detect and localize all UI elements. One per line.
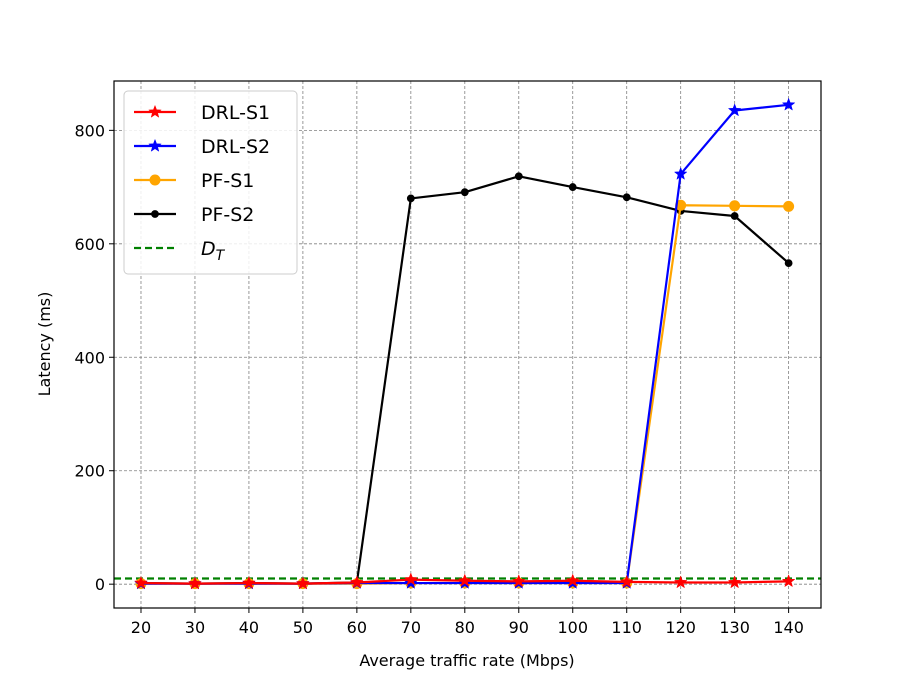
y-tick-label: 600 bbox=[74, 235, 105, 254]
legend-entry-pf-s2: PF-S2 bbox=[134, 204, 254, 226]
data-point-drl-s2 bbox=[727, 103, 742, 117]
legend-entry-drl-s1: DRL-S1 bbox=[134, 102, 270, 124]
data-point-drl-s2 bbox=[673, 166, 688, 180]
x-tick-label: 130 bbox=[719, 618, 750, 637]
series-drl-s1 bbox=[134, 572, 796, 590]
legend-entry-drl-s2: DRL-S2 bbox=[134, 136, 270, 158]
data-point-drl-s1 bbox=[188, 576, 202, 590]
data-point-drl-s1 bbox=[457, 573, 472, 587]
legend-label: DT bbox=[201, 238, 226, 264]
x-tick-label: 80 bbox=[455, 618, 475, 637]
data-point-pf-s2 bbox=[730, 212, 739, 220]
x-tick-label: 70 bbox=[401, 618, 421, 637]
data-point-drl-s1 bbox=[350, 575, 364, 589]
data-point-drl-s1 bbox=[134, 575, 148, 589]
x-tick-label: 50 bbox=[293, 618, 313, 637]
data-point-drl-s2 bbox=[781, 97, 796, 111]
data-point-pf-s2 bbox=[460, 188, 469, 197]
data-point-drl-s1 bbox=[511, 574, 526, 588]
data-point-pf-s2 bbox=[622, 193, 631, 202]
legend-entry-d: DT bbox=[134, 238, 226, 264]
x-tick-label: 110 bbox=[611, 618, 642, 637]
y-tick-label: 0 bbox=[95, 575, 105, 594]
x-tick-label: 20 bbox=[131, 618, 151, 637]
data-point-pf-s1 bbox=[729, 200, 741, 212]
data-point-pf-s2 bbox=[784, 259, 793, 267]
y-tick-label: 800 bbox=[74, 121, 105, 140]
x-tick-label: 40 bbox=[239, 618, 259, 637]
y-axis-label: Latency (ms) bbox=[35, 292, 54, 397]
x-tick-label: 120 bbox=[665, 618, 696, 637]
plot-frame bbox=[113, 80, 822, 609]
data-series bbox=[114, 97, 821, 590]
y-tick-label: 200 bbox=[74, 462, 105, 481]
data-point-drl-s1 bbox=[296, 576, 310, 590]
data-point-drl-s1 bbox=[242, 575, 256, 589]
data-point-drl-s1 bbox=[403, 572, 418, 586]
data-point-pf-s2 bbox=[406, 194, 415, 203]
y-axis-ticks: 0 200 400 600 800 bbox=[74, 121, 114, 594]
data-point-drl-s1 bbox=[673, 575, 688, 589]
legend-label: DRL-S2 bbox=[201, 136, 270, 158]
legend-label: PF-S2 bbox=[201, 204, 254, 226]
legend-box bbox=[123, 90, 298, 275]
legend: DRL-S1 DRL-S2 PF-S1 PF-S2 DT bbox=[123, 90, 298, 275]
data-point-pf-s1 bbox=[783, 200, 795, 212]
data-point-pf-s2 bbox=[514, 172, 523, 181]
legend-marker bbox=[148, 138, 162, 152]
x-axis-label: Average traffic rate (Mbps) bbox=[359, 651, 574, 670]
x-tick-label: 60 bbox=[347, 618, 367, 637]
data-point-drl-s1 bbox=[727, 575, 742, 589]
legend-entry-pf-s1: PF-S1 bbox=[134, 170, 254, 192]
x-tick-label: 90 bbox=[509, 618, 529, 637]
data-point-drl-s1 bbox=[619, 574, 634, 588]
data-point-drl-s1 bbox=[565, 573, 580, 587]
legend-marker bbox=[149, 174, 161, 186]
legend-label: DRL-S1 bbox=[201, 102, 270, 124]
x-tick-label: 100 bbox=[557, 618, 588, 637]
data-point-drl-s1 bbox=[781, 574, 796, 588]
data-point-pf-s2 bbox=[568, 183, 577, 191]
x-tick-label: 30 bbox=[185, 618, 205, 637]
legend-marker bbox=[151, 210, 159, 218]
x-tick-label: 140 bbox=[773, 618, 804, 637]
legend-marker bbox=[148, 104, 162, 118]
y-tick-label: 400 bbox=[74, 348, 105, 367]
x-axis-ticks: 20 30 40 50 60 70 80 90 100 110 120 130 140 bbox=[131, 608, 804, 637]
legend-label: PF-S1 bbox=[201, 170, 254, 192]
